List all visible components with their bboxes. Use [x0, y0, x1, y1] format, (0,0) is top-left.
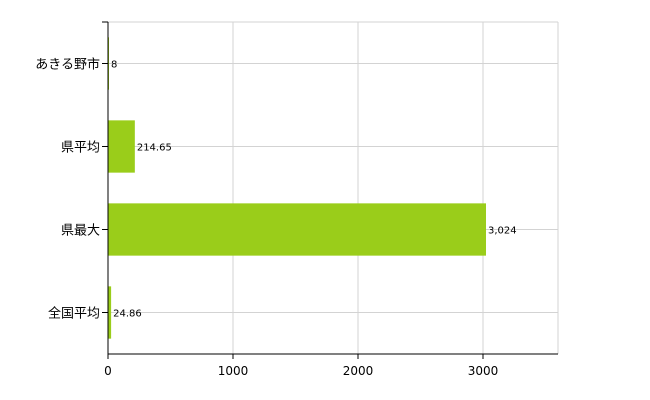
category-label-2: 県最大 — [61, 224, 100, 239]
x-tick-label-3: 3000 — [468, 364, 499, 378]
bar-2 — [108, 203, 486, 256]
data-label-2: 3,024 — [488, 226, 517, 237]
x-tick-label-1: 1000 — [218, 364, 249, 378]
bar-3 — [108, 286, 112, 339]
bar-layer — [108, 37, 486, 339]
category-label-0: あきる野市 — [35, 57, 100, 73]
x-tick-label-2: 2000 — [343, 364, 374, 378]
data-label-1: 214.65 — [137, 143, 172, 154]
grid-layer — [108, 21, 559, 354]
data-label-3: 24.86 — [113, 309, 142, 320]
category-label-1: 県平均 — [61, 141, 100, 156]
axis-layer — [102, 21, 558, 359]
data-label-0: 8 — [111, 60, 117, 71]
bar-1 — [108, 120, 135, 173]
x-tick-label-0: 0 — [104, 364, 112, 378]
category-label-3: 全国平均 — [48, 306, 100, 322]
label-layer: 8 あきる野市 214.65 県平均 3,024 県最大 24.86 全国平均 0 1000 200… — [35, 57, 516, 379]
